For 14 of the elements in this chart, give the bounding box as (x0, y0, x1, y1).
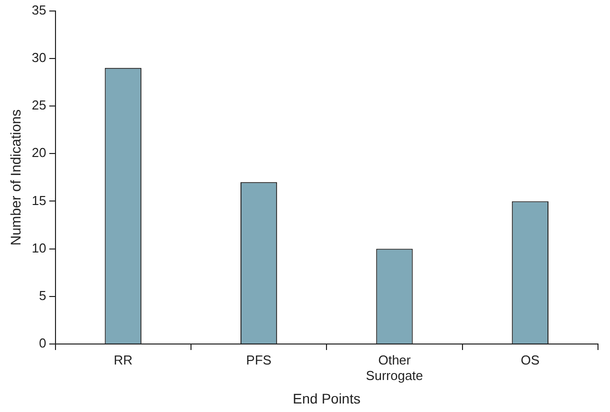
x-tick-label: OS (520, 352, 540, 368)
y-tick-label: 20 (32, 145, 46, 160)
y-tick-label: 5 (39, 288, 46, 303)
x-tick-label: Other Surrogate (366, 352, 424, 383)
y-tick-label: 10 (32, 240, 46, 256)
y-tick-label: 30 (32, 50, 46, 65)
x-tick-label: RR (114, 352, 132, 368)
y-tick-label: 25 (32, 98, 46, 113)
y-tick-label: 0 (39, 336, 46, 351)
y-tick-label: 35 (32, 2, 46, 18)
y-tick-label: 15 (32, 192, 46, 208)
x-axis-title: End Points (292, 390, 360, 406)
y-axis-title: Number of Indications (7, 109, 24, 246)
x-tick-label: PFS (246, 352, 272, 368)
